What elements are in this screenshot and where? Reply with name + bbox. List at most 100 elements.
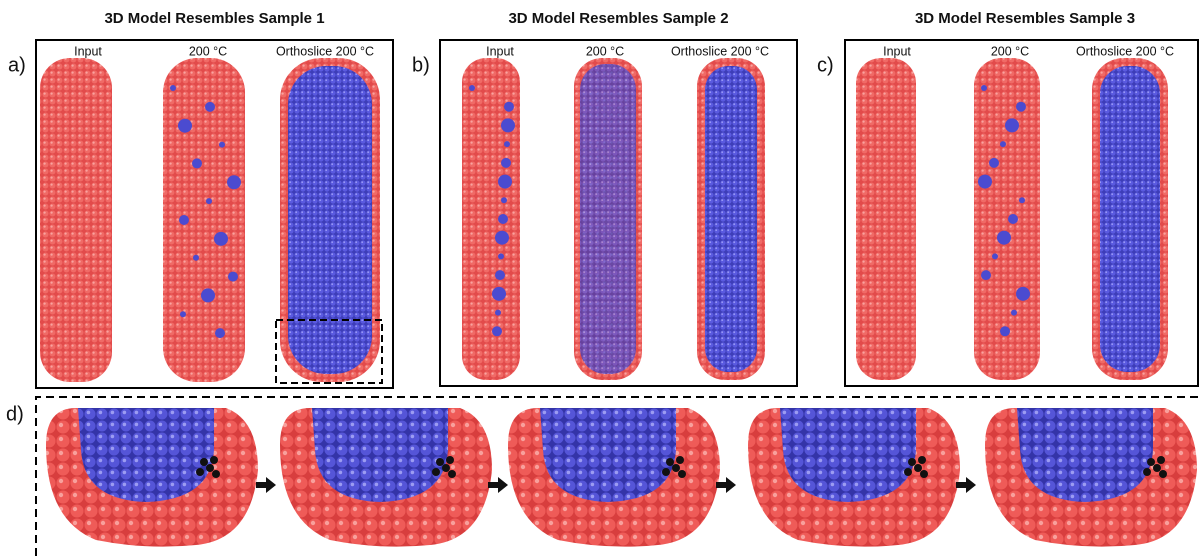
panel-frame xyxy=(844,39,1199,387)
blue-patch xyxy=(1016,286,1030,301)
nanorod xyxy=(974,58,1040,380)
blue-patch xyxy=(179,215,189,225)
nanorod xyxy=(1092,58,1168,380)
blue-patch xyxy=(501,157,511,168)
nanorod xyxy=(280,58,380,382)
blue-patch xyxy=(498,214,508,224)
panel-frame xyxy=(35,39,394,389)
step-arrow xyxy=(256,477,276,493)
nanorod xyxy=(462,58,520,380)
detail-frame xyxy=(35,396,1198,556)
blue-patch xyxy=(997,230,1011,245)
nanorod xyxy=(856,58,916,380)
panel-letter: c) xyxy=(817,54,834,76)
detail-frame-step xyxy=(508,408,720,547)
rod-shell xyxy=(163,58,245,382)
rod-core xyxy=(705,66,757,372)
detail-frame-step xyxy=(280,408,492,547)
panel-frame xyxy=(439,39,798,387)
rod-core xyxy=(1100,66,1160,372)
rod-shell xyxy=(40,58,112,382)
blue-patch xyxy=(501,197,507,204)
panels: 3D Model Resembles Sample 1 a) Input 200 °C… xyxy=(6,10,1199,556)
blue-patch xyxy=(1016,101,1026,112)
blue-patch xyxy=(201,288,215,303)
highlight-atom xyxy=(212,470,220,478)
highlight-atom xyxy=(1147,458,1155,466)
panel-title: 3D Model Resembles Sample 2 xyxy=(508,10,728,27)
zoom-box xyxy=(275,319,383,384)
blue-patch xyxy=(492,286,506,301)
blue-patch xyxy=(1000,326,1010,337)
blue-patch xyxy=(495,230,509,245)
blue-patch xyxy=(498,253,504,260)
blue-patch xyxy=(469,85,475,91)
highlight-atom xyxy=(206,464,214,472)
blue-patch xyxy=(180,311,186,318)
nanorod xyxy=(574,58,642,380)
blue-patch xyxy=(215,328,225,339)
highlight-atom xyxy=(448,470,456,478)
detail-frame-step xyxy=(748,408,960,547)
nanorod xyxy=(697,58,765,380)
column-label: Input xyxy=(74,44,102,58)
detail-frame-step xyxy=(985,408,1197,547)
blue-patch xyxy=(1011,309,1017,316)
nanorod xyxy=(40,58,112,382)
rod-core xyxy=(288,66,372,374)
tip-core xyxy=(312,408,448,502)
highlight-atom xyxy=(914,464,922,472)
column-label: 200 °C xyxy=(991,44,1029,58)
rod-shell xyxy=(462,58,520,380)
blue-patch xyxy=(214,231,228,246)
panel-title: 3D Model Resembles Sample 1 xyxy=(104,10,324,27)
column-label: Orthoslice 200 °C xyxy=(1076,44,1174,58)
blue-patch xyxy=(498,174,512,189)
highlight-atom xyxy=(1153,464,1161,472)
tip-core xyxy=(1017,408,1153,502)
blue-patch xyxy=(205,101,215,112)
highlight-atom xyxy=(672,464,680,472)
highlight-atom xyxy=(446,456,454,464)
blue-patch xyxy=(1008,214,1018,224)
blue-patch xyxy=(228,271,238,282)
blue-patch xyxy=(495,270,505,281)
highlight-atom xyxy=(432,468,440,476)
column-label: Input xyxy=(486,44,514,58)
step-arrow xyxy=(956,477,976,493)
column-label: 200 °C xyxy=(189,44,227,58)
blue-patch xyxy=(1005,118,1019,133)
step-arrow xyxy=(716,477,736,493)
panel-letter: b) xyxy=(412,54,430,76)
nanorod xyxy=(163,58,245,382)
blue-patch xyxy=(227,175,241,190)
blue-patch xyxy=(192,158,202,169)
column-label: Orthoslice 200 °C xyxy=(671,44,769,58)
blue-patch xyxy=(170,85,176,91)
blue-patch xyxy=(193,254,199,261)
blue-patch xyxy=(178,118,192,133)
highlight-atom xyxy=(918,456,926,464)
highlight-atom xyxy=(442,464,450,472)
blue-patch xyxy=(206,198,212,205)
highlight-atom xyxy=(1157,456,1165,464)
rod-shell xyxy=(856,58,916,380)
highlight-atom xyxy=(196,468,204,476)
blue-patch xyxy=(495,309,501,316)
blue-patch xyxy=(981,85,987,91)
blue-patch xyxy=(219,141,225,148)
highlight-atom xyxy=(210,456,218,464)
highlight-atom xyxy=(662,468,670,476)
highlight-atom xyxy=(200,458,208,466)
tip-core xyxy=(78,408,214,502)
highlight-atom xyxy=(908,458,916,466)
highlight-atom xyxy=(920,470,928,478)
blue-patch xyxy=(992,253,998,260)
highlight-atom xyxy=(666,458,674,466)
blue-patch xyxy=(1019,197,1025,204)
tip-core xyxy=(540,408,676,502)
blue-patch xyxy=(981,270,991,281)
step-arrow xyxy=(488,477,508,493)
column-label: Orthoslice 200 °C xyxy=(276,44,374,58)
